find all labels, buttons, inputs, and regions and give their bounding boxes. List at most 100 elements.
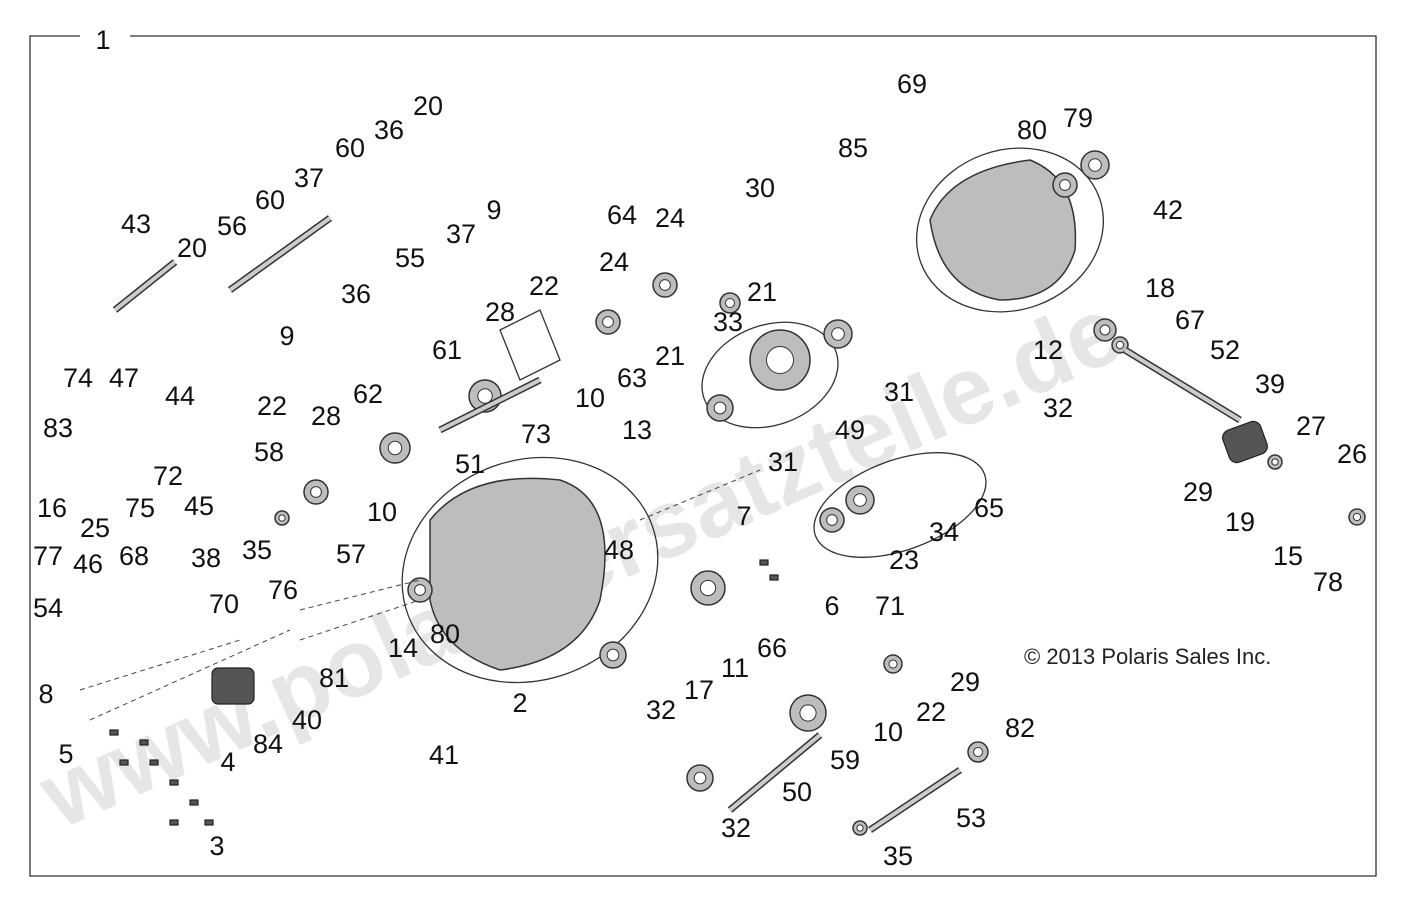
callout-label: 32	[646, 695, 676, 725]
callout-label: 14	[388, 633, 418, 663]
callout-label: 22	[916, 697, 946, 727]
callout-label: 39	[1255, 369, 1285, 399]
callout-label: 7	[736, 501, 751, 531]
callout-label: 28	[485, 297, 515, 327]
gasket-part	[499, 309, 561, 381]
callout-label: 5	[58, 739, 73, 769]
bolt-part	[169, 779, 179, 786]
callout-label: 3	[209, 831, 224, 861]
callout-label: 8	[38, 679, 53, 709]
callout-label: 10	[575, 383, 605, 413]
leader-line	[639, 469, 761, 521]
bolt-part	[189, 799, 199, 806]
callout-label: 25	[80, 513, 110, 543]
callout-label: 4	[220, 747, 235, 777]
ring-hole	[1088, 158, 1102, 172]
callout-label: 79	[1063, 103, 1093, 133]
callout-label: 12	[1033, 335, 1063, 365]
shaft-part	[439, 378, 541, 432]
ring-hole	[477, 388, 493, 404]
bolt-part	[149, 759, 159, 766]
callout-label: 24	[655, 203, 685, 233]
callout-label: 82	[1005, 713, 1035, 743]
bolt-part	[109, 729, 119, 736]
callout-label: 76	[268, 575, 298, 605]
callout-label: 20	[177, 233, 207, 263]
ring-hole	[387, 440, 403, 456]
callout-label: 44	[165, 381, 195, 411]
ring-hole	[693, 771, 707, 785]
callout-label: 32	[721, 813, 751, 843]
callout-label: 35	[883, 841, 913, 871]
callout-label: 45	[184, 491, 214, 521]
callout-label: 35	[242, 535, 272, 565]
callout-label: 63	[617, 363, 647, 393]
shaft-part	[228, 216, 332, 292]
callout-label: 60	[335, 133, 365, 163]
callout-label: 55	[395, 243, 425, 273]
callout-label: 24	[599, 247, 629, 277]
ring-hole	[766, 346, 794, 374]
ring-hole	[1271, 458, 1279, 466]
leader-line	[299, 599, 421, 641]
callout-label: 80	[430, 619, 460, 649]
ring-hole	[799, 704, 817, 722]
shaft-part	[728, 733, 822, 812]
ring-hole	[1352, 512, 1362, 522]
callout-label: 60	[255, 185, 285, 215]
callout-label: 26	[1337, 439, 1367, 469]
ring-hole	[1099, 324, 1111, 336]
callout-label: 30	[745, 173, 775, 203]
callout-label: 78	[1313, 567, 1343, 597]
callout-label: 84	[253, 729, 283, 759]
callout-label: 36	[341, 279, 371, 309]
ring-hole	[725, 298, 735, 308]
callout-label: 9	[279, 321, 294, 351]
diagram-frame	[29, 35, 1377, 877]
callout-label: 75	[125, 493, 155, 523]
callout-label: 28	[311, 401, 341, 431]
bolt-part	[769, 574, 779, 581]
ring-hole	[888, 659, 898, 669]
callout-label: 74	[63, 363, 93, 393]
callout-label: 48	[604, 535, 634, 565]
callout-label: 22	[257, 391, 287, 421]
ring-hole	[973, 747, 983, 757]
callout-label: 73	[521, 419, 551, 449]
ring-hole	[1115, 340, 1125, 350]
leader-line	[79, 639, 241, 691]
callout-label: 66	[757, 633, 787, 663]
callout-label: 17	[684, 675, 714, 705]
callout-label: 49	[835, 415, 865, 445]
ring-hole	[310, 486, 322, 498]
callout-label: 10	[873, 717, 903, 747]
ring-hole	[713, 401, 727, 415]
ring-hole	[1059, 179, 1071, 191]
callout-label: 33	[713, 307, 743, 337]
callout-label: 71	[875, 591, 905, 621]
bolt-part	[204, 819, 214, 826]
callout-label: 57	[336, 539, 366, 569]
callout-label: 52	[1210, 335, 1240, 365]
callout-label: 67	[1175, 305, 1205, 335]
callout-label: 61	[432, 335, 462, 365]
callout-label: 37	[446, 219, 476, 249]
ring-hole	[278, 514, 286, 522]
callout-label: 21	[747, 277, 777, 307]
callout-label: 21	[655, 341, 685, 371]
ring-hole	[831, 327, 845, 341]
callout-label: 43	[121, 209, 151, 239]
callout-label: 9	[486, 195, 501, 225]
callout-label: 51	[455, 449, 485, 479]
callout-label: 69	[897, 69, 927, 99]
callout-label: 29	[950, 667, 980, 697]
callout-label: 10	[367, 497, 397, 527]
ring-hole	[699, 579, 717, 597]
callout-label: 68	[119, 541, 149, 571]
callout-label: 70	[209, 589, 239, 619]
copyright-notice: © 2013 Polaris Sales Inc.	[1024, 644, 1271, 669]
callout-label: 41	[429, 740, 459, 770]
callout-label: 65	[974, 493, 1004, 523]
callout-label: 46	[73, 549, 103, 579]
leader-line	[89, 629, 291, 721]
